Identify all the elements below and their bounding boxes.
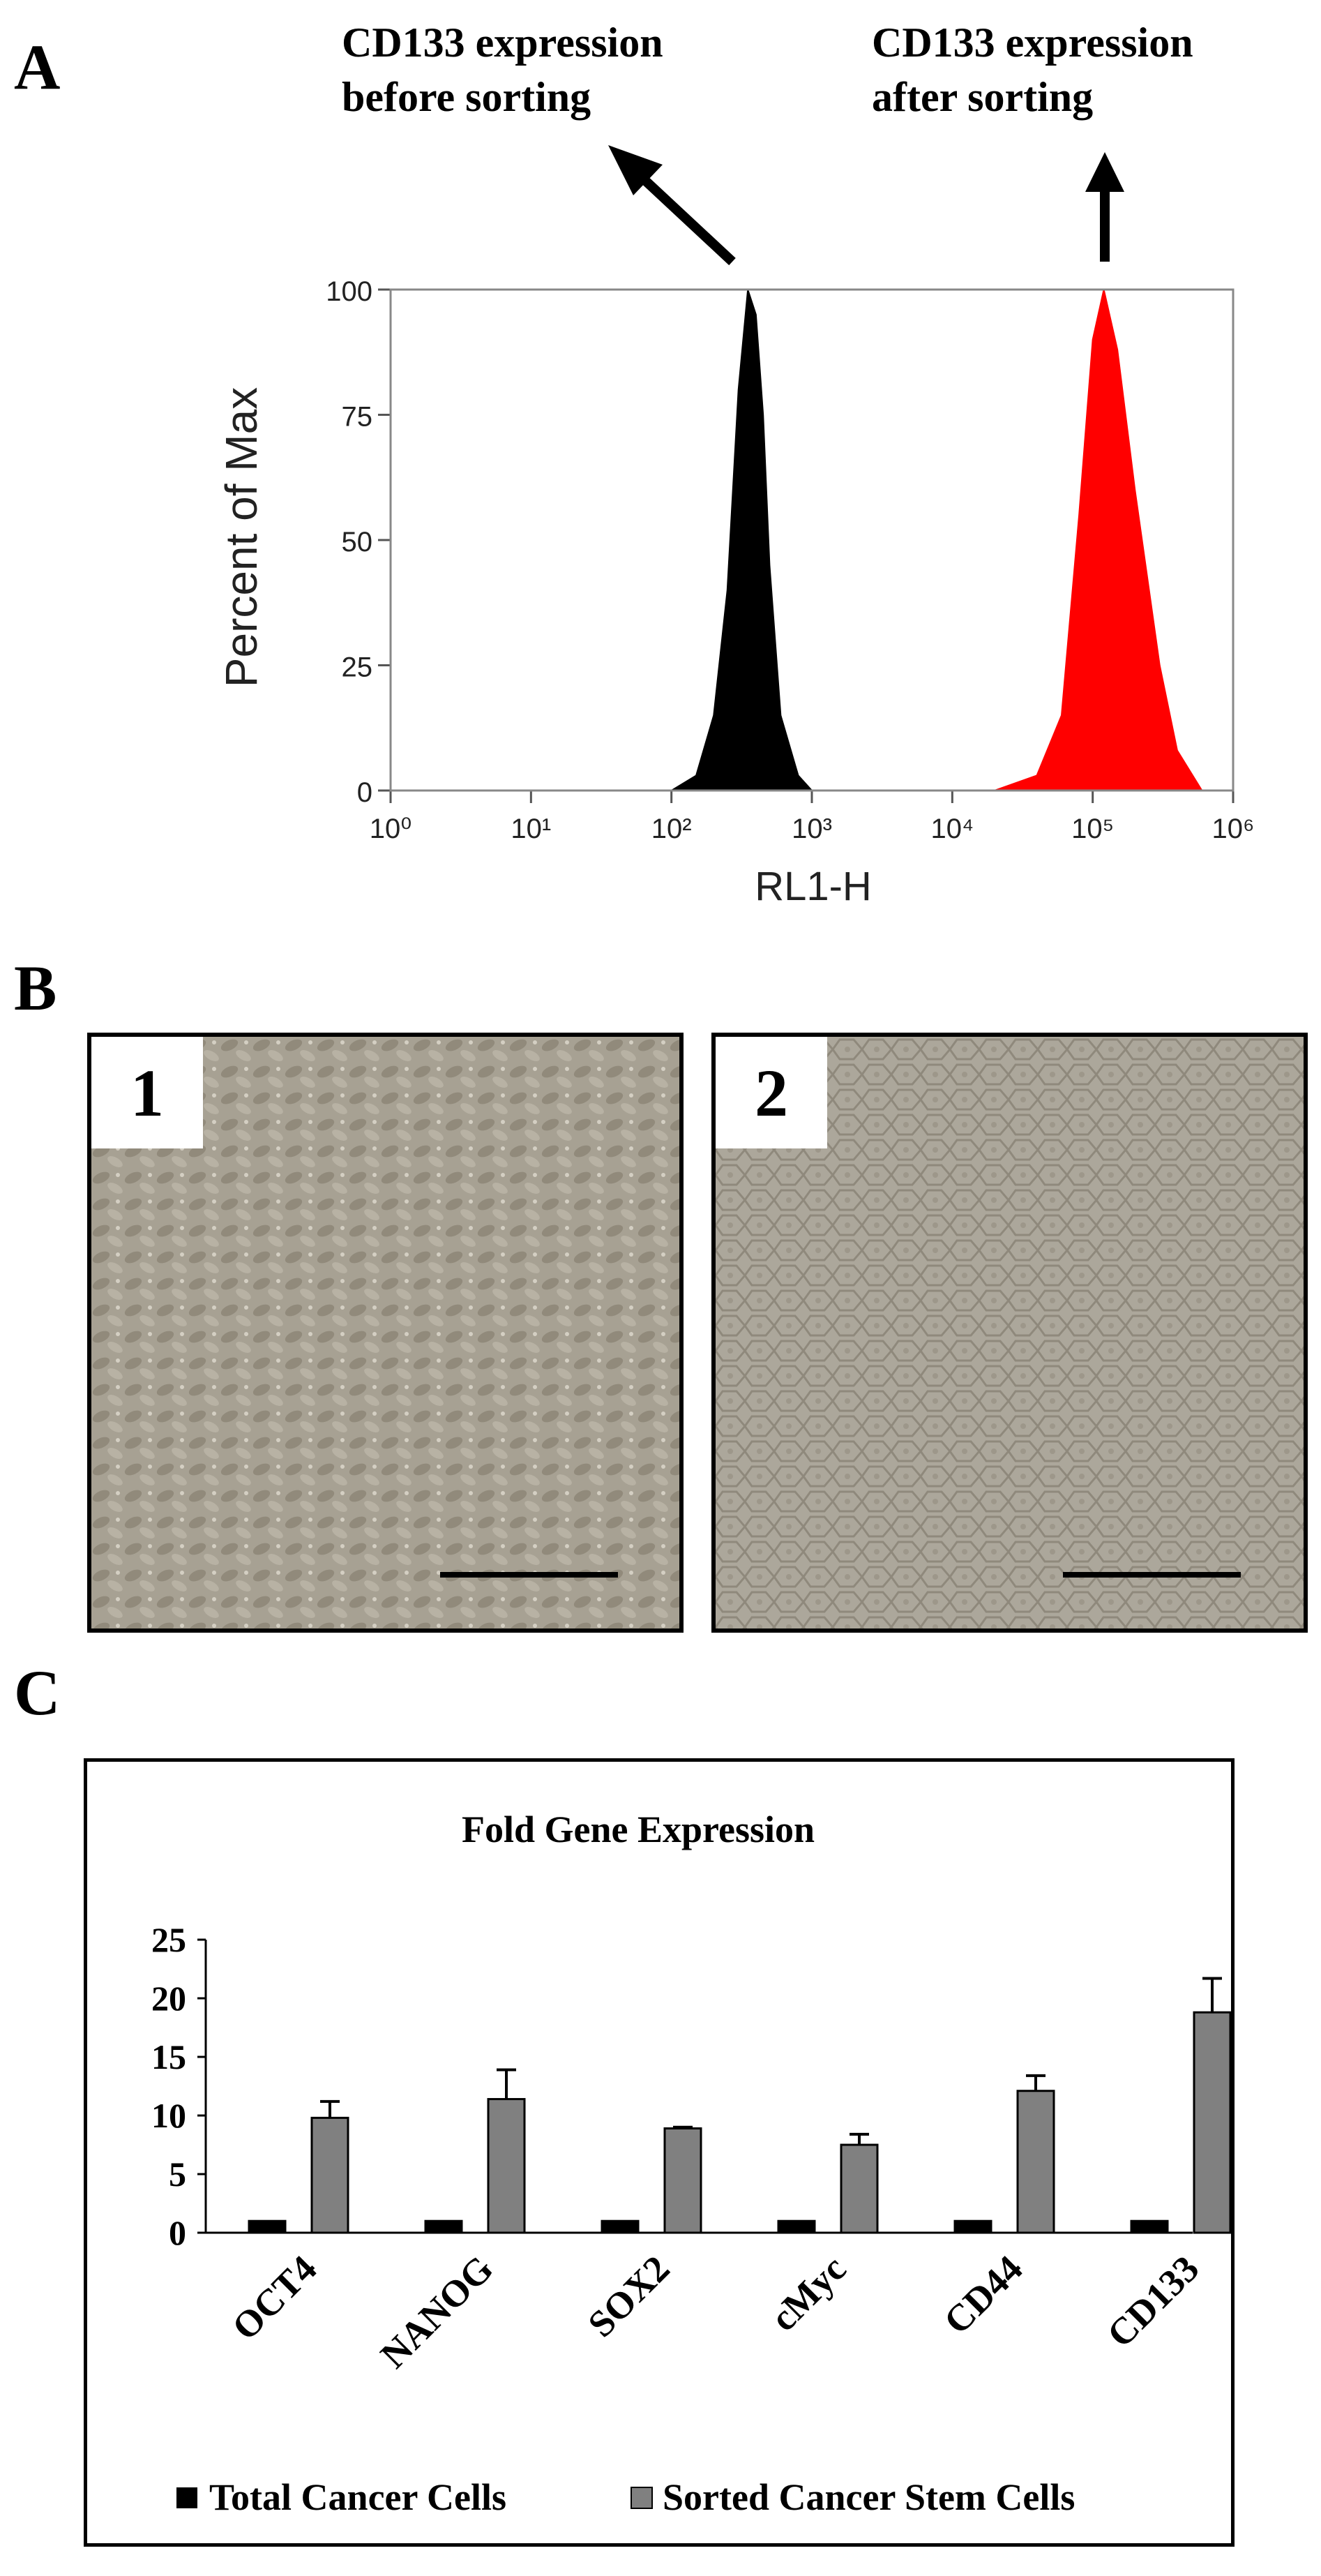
- annotation-before-line-1: CD133 expression: [342, 20, 663, 66]
- legend-label-total: Total Cancer Cells: [209, 2476, 506, 2518]
- y-tick-label: 0: [169, 2213, 186, 2252]
- category-label-sox2: SOX2: [580, 2247, 677, 2345]
- y-tick-label: 20: [151, 1979, 186, 2018]
- x-tick-labels: 10⁰ 10¹ 10² 10³ 10⁴ 10⁵ 10⁶: [370, 791, 1255, 844]
- micrograph-1-label: 1: [91, 1037, 203, 1148]
- category-label-cd44: CD44: [936, 2247, 1031, 2342]
- y-tick-label: 15: [151, 2037, 186, 2076]
- x-tick-label: 10⁶: [1212, 814, 1255, 844]
- arrow-before-head: [608, 145, 663, 195]
- chart-title: Fold Gene Expression: [462, 1809, 815, 1850]
- y-tick-label: 5: [169, 2155, 186, 2194]
- y-tick-label: 75: [342, 402, 373, 433]
- histogram-peak-2: [994, 289, 1204, 791]
- y-tick-label: 50: [342, 527, 373, 557]
- scale-bar-2: [1063, 1572, 1241, 1578]
- annotation-after-line-2: after sorting: [872, 74, 1094, 120]
- y-tick-label: 0: [357, 777, 372, 808]
- bar-nanog-series-2: [487, 2097, 526, 2234]
- category-label-oct4: OCT4: [224, 2247, 324, 2348]
- legend-swatch-total: [176, 2487, 197, 2508]
- arrows: [608, 145, 1124, 266]
- bar-chart-frame: [84, 1758, 1235, 2547]
- annotation-before-line-2: before sorting: [342, 74, 591, 120]
- bar-sox2-series-1: [601, 2219, 640, 2234]
- x-tick-label: 10⁵: [1071, 814, 1114, 844]
- bar-category-labels: OCT4 NANOG SOX2 cMyc CD44 CD133: [224, 2247, 1207, 2376]
- y-tick-label: 10: [151, 2096, 186, 2135]
- x-tick-label: 10³: [792, 814, 832, 844]
- y-tick-label: 100: [326, 276, 372, 307]
- panel-label-c: C: [14, 1657, 61, 1728]
- y-tick-label: 25: [151, 1920, 186, 1959]
- x-tick-label: 10⁰: [370, 814, 412, 844]
- bar-cmyc-series-1: [777, 2219, 816, 2234]
- histogram-peak-1: [669, 289, 814, 791]
- annotation-before-sorting: CD133 expression before sorting: [342, 15, 663, 124]
- bar-cd44-series-1: [953, 2219, 992, 2234]
- micrograph-2: 2: [711, 1033, 1308, 1633]
- bar-nanog-series-1: [424, 2219, 463, 2234]
- micrograph-1: 1: [87, 1033, 684, 1633]
- legend-label-sorted: Sorted Cancer Stem Cells: [663, 2476, 1075, 2518]
- plot-frame: [389, 288, 1235, 792]
- panel-label-b: B: [14, 952, 57, 1024]
- annotation-after-line-1: CD133 expression: [872, 20, 1193, 66]
- micrograph-2-label: 2: [716, 1037, 827, 1148]
- histogram-series: [669, 289, 1204, 791]
- bar-cd133-series-1: [1130, 2219, 1169, 2234]
- bar-cd44-series-2: [1016, 2090, 1055, 2234]
- category-label-nanog: NANOG: [372, 2247, 501, 2376]
- bar-sox2-series-2: [663, 2127, 702, 2234]
- bar-oct4-series-2: [310, 2116, 349, 2234]
- bar-oct4-series-1: [248, 2219, 287, 2234]
- x-tick-label: 10¹: [511, 814, 551, 844]
- arrow-before-shaft: [628, 163, 736, 266]
- arrow-after-head: [1085, 152, 1124, 192]
- legend: Total Cancer Cells Sorted Cancer Stem Ce…: [176, 2476, 1075, 2518]
- y-axis-label: Percent of Max: [216, 387, 266, 687]
- scale-bar-1: [440, 1572, 618, 1578]
- category-label-cd133: CD133: [1099, 2247, 1207, 2356]
- x-axis-label: RL1-H: [755, 864, 872, 909]
- y-tick-label: 25: [342, 652, 373, 683]
- legend-swatch-sorted: [631, 2487, 653, 2509]
- bar-cmyc-series-2: [840, 2143, 879, 2234]
- category-label-cmyc: cMyc: [762, 2247, 854, 2339]
- annotation-after-sorting: CD133 expression after sorting: [872, 15, 1193, 124]
- x-tick-label: 10⁴: [930, 814, 974, 844]
- y-tick-labels: 0 25 50 75 100: [326, 276, 391, 808]
- bar-cd133-series-2: [1193, 2011, 1232, 2234]
- panel-label-a: A: [14, 31, 61, 103]
- x-tick-label: 10²: [651, 814, 692, 844]
- bar-series: [248, 1977, 1232, 2234]
